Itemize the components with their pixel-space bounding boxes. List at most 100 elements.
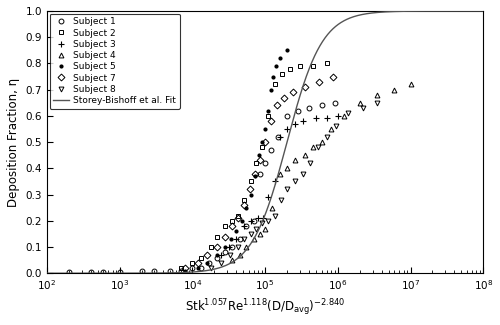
Subject 1 — [206, 261, 212, 265]
Storey-Bishoff et al. Fit — [236, 255, 242, 259]
Subject 8 — [278, 198, 284, 202]
Subject 4 — [392, 88, 398, 92]
Subject 2 — [229, 219, 235, 223]
Line: Subject 2: Subject 2 — [178, 61, 329, 270]
Subject 1 — [116, 270, 122, 274]
Line: Storey-Bishoff et al. Fit: Storey-Bishoff et al. Fit — [47, 11, 484, 273]
Line: Subject 7: Subject 7 — [183, 74, 335, 270]
Subject 3 — [260, 216, 266, 220]
Subject 1 — [178, 269, 184, 273]
Subject 2 — [190, 261, 196, 265]
Subject 5 — [272, 64, 278, 68]
Subject 1 — [152, 269, 158, 273]
Subject 7 — [204, 253, 210, 257]
Subject 3 — [324, 117, 330, 121]
Subject 7 — [229, 224, 235, 228]
Subject 2 — [198, 255, 203, 259]
Subject 4 — [328, 127, 334, 131]
Legend: Subject 1, Subject 2, Subject 3, Subject 4, Subject 5, Subject 7, Subject 8, Sto: Subject 1, Subject 2, Subject 3, Subject… — [50, 14, 180, 109]
Subject 4 — [269, 206, 275, 210]
Subject 3 — [265, 195, 271, 199]
Storey-Bishoff et al. Fit — [44, 271, 50, 275]
Subject 4 — [340, 114, 346, 118]
Subject 1 — [222, 250, 228, 254]
Subject 8 — [308, 161, 314, 165]
Subject 1 — [88, 270, 94, 274]
Subject 1 — [251, 219, 257, 223]
Subject 2 — [324, 61, 330, 65]
Subject 2 — [297, 64, 303, 68]
Subject 5 — [228, 237, 234, 241]
Storey-Bishoff et al. Fit — [344, 18, 349, 21]
Subject 5 — [265, 109, 271, 112]
Subject 7 — [242, 203, 248, 207]
Subject 3 — [255, 216, 261, 220]
Storey-Bishoff et al. Fit — [392, 9, 398, 13]
Subject 1 — [243, 224, 249, 228]
Subject 7 — [290, 90, 296, 94]
Subject 3 — [335, 114, 341, 118]
Subject 2 — [279, 72, 285, 76]
Subject 5 — [277, 56, 283, 60]
Subject 4 — [310, 145, 316, 149]
Storey-Bishoff et al. Fit — [220, 265, 226, 268]
Subject 8 — [259, 221, 265, 225]
Subject 2 — [236, 214, 242, 217]
Subject 3 — [277, 135, 283, 139]
Subject 7 — [330, 74, 336, 78]
Subject 8 — [284, 187, 290, 191]
Subject 4 — [237, 253, 243, 257]
Subject 8 — [248, 232, 254, 236]
Subject 2 — [310, 64, 316, 68]
Subject 4 — [251, 237, 257, 241]
Subject 7 — [274, 103, 280, 107]
Subject 3 — [218, 253, 224, 257]
Subject 1 — [306, 106, 312, 110]
Storey-Bishoff et al. Fit — [384, 10, 390, 14]
Subject 3 — [292, 122, 298, 126]
Subject 5 — [268, 88, 274, 92]
Subject 8 — [208, 266, 214, 270]
Subject 7 — [268, 119, 274, 123]
Subject 4 — [318, 140, 324, 144]
Subject 8 — [346, 111, 352, 115]
Subject 3 — [226, 245, 232, 249]
Y-axis label: Deposition Fraction, η: Deposition Fraction, η — [7, 78, 20, 207]
Line: Subject 3: Subject 3 — [218, 113, 341, 258]
Subject 1 — [190, 266, 196, 270]
Subject 1 — [284, 114, 290, 118]
Subject 5 — [262, 127, 268, 131]
Subject 3 — [284, 127, 290, 131]
Subject 2 — [214, 235, 220, 239]
Subject 7 — [195, 261, 201, 265]
Subject 5 — [256, 153, 262, 157]
Subject 5 — [195, 266, 201, 270]
Subject 1 — [168, 269, 173, 273]
Subject 7 — [257, 159, 263, 162]
Subject 5 — [214, 253, 220, 257]
Subject 8 — [360, 106, 366, 110]
Subject 7 — [280, 96, 286, 99]
Subject 1 — [138, 269, 144, 273]
Subject 1 — [294, 109, 300, 112]
Subject 8 — [227, 253, 233, 257]
Subject 5 — [252, 174, 258, 178]
Subject 8 — [234, 245, 240, 249]
X-axis label: Stk$^{1.057}$Re$^{1.118}$(D/D$_\mathregular{avg}$)$^{-2.840}$: Stk$^{1.057}$Re$^{1.118}$(D/D$_\mathregu… — [185, 297, 345, 318]
Subject 5 — [259, 140, 265, 144]
Subject 5 — [284, 48, 290, 52]
Subject 1 — [100, 270, 106, 274]
Subject 1 — [332, 101, 338, 105]
Subject 1 — [275, 135, 281, 139]
Subject 8 — [374, 101, 380, 105]
Subject 5 — [270, 74, 276, 78]
Line: Subject 4: Subject 4 — [230, 82, 413, 263]
Subject 1 — [318, 103, 324, 107]
Subject 1 — [257, 172, 263, 176]
Subject 7 — [182, 266, 188, 270]
Subject 1 — [268, 148, 274, 152]
Subject 3 — [242, 224, 248, 228]
Subject 1 — [214, 255, 220, 259]
Subject 4 — [277, 172, 283, 176]
Subject 4 — [356, 101, 362, 105]
